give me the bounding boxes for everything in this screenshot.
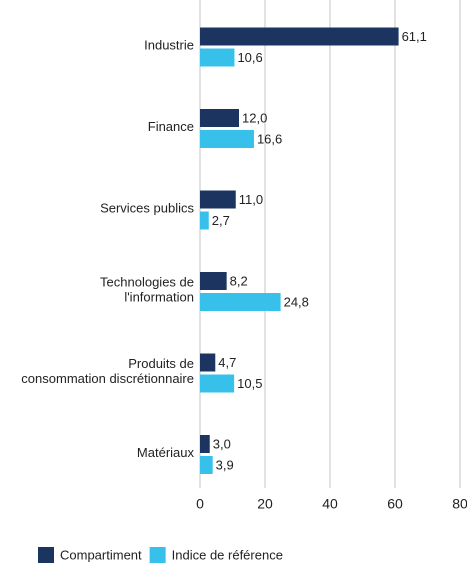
bar [200,109,239,127]
value-label: 3,9 [216,457,234,472]
category-label: Industrie [144,37,194,52]
bar [200,435,210,453]
category-label: l'information [124,289,194,304]
bar [200,293,281,311]
value-label: 61,1 [402,29,427,44]
value-label: 16,6 [257,131,282,146]
bar [200,456,213,474]
bar [200,190,236,209]
bar [200,130,254,148]
legend-label: Compartiment [60,547,142,562]
value-label: 10,5 [237,376,262,391]
legend-swatch [149,547,166,563]
value-label: 11,0 [239,192,263,207]
category-label: Produits de [128,356,194,371]
x-tick-label: 80 [452,496,467,512]
category-label: Technologies de [100,274,194,289]
value-label: 24,8 [284,294,309,309]
bar [200,272,227,290]
x-tick-label: 20 [257,496,273,512]
value-label: 10,6 [237,50,262,65]
value-label: 8,2 [230,273,248,288]
x-tick-label: 40 [322,496,338,512]
x-tick-label: 0 [196,496,204,512]
bar [200,48,235,67]
legend-label: Indice de référence [172,547,283,562]
legend-swatch [38,547,54,563]
bar [200,374,235,393]
category-label: consommation discrétionnaire [21,371,194,386]
category-label: Services publics [100,200,194,215]
value-label: 2,7 [212,213,230,228]
value-label: 3,0 [213,436,231,451]
bar [200,353,216,372]
bar [200,27,399,46]
value-label: 4,7 [218,355,236,370]
value-label: 12,0 [242,110,267,125]
bar [200,211,209,230]
x-tick-label: 60 [387,496,403,512]
category-label: Matériaux [137,445,195,460]
category-label: Finance [148,119,194,134]
